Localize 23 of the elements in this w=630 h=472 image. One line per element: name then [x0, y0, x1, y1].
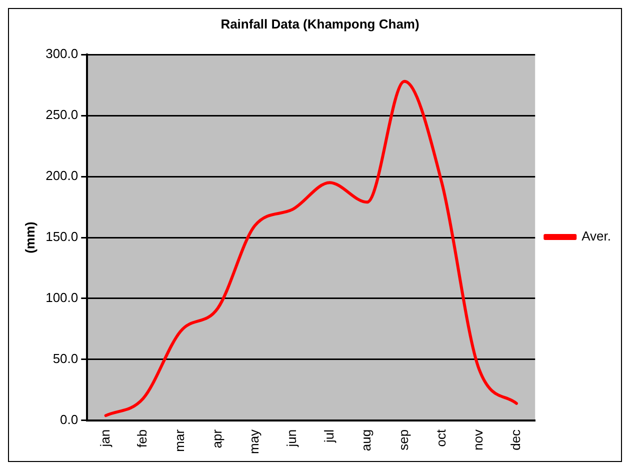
y-tick-label: 0.0: [60, 412, 78, 428]
y-tick-label: 50.0: [52, 351, 78, 366]
y-tick-label: 150.0: [46, 229, 78, 244]
x-tick-label: may: [246, 428, 262, 454]
x-tick-label: oct: [433, 429, 448, 447]
x-tick-label: nov: [470, 428, 486, 450]
y-tick-label: 200.0: [46, 168, 78, 184]
chart-title: Rainfall Data (Khampong Cham): [220, 16, 420, 32]
x-tick-label: feb: [134, 429, 150, 448]
line-series: [104, 80, 518, 418]
legend-label: Aver.: [582, 228, 611, 244]
x-tick-label: dec: [508, 428, 524, 450]
x-tick-label: jul: [321, 429, 336, 444]
y-tick-label: 300.0: [46, 46, 78, 62]
y-tick-label: 100.0: [46, 290, 78, 306]
x-tick-label: mar: [172, 428, 188, 452]
x-tick-label: jun: [284, 429, 300, 448]
x-tick-label: aug: [358, 429, 374, 452]
x-tick-label: jan: [97, 429, 112, 448]
y-axis-title: (mm): [22, 222, 38, 254]
x-tick-label: apr: [209, 428, 224, 448]
x-tick-label: sep: [396, 429, 412, 450]
y-tick-label: 250.0: [46, 107, 78, 122]
